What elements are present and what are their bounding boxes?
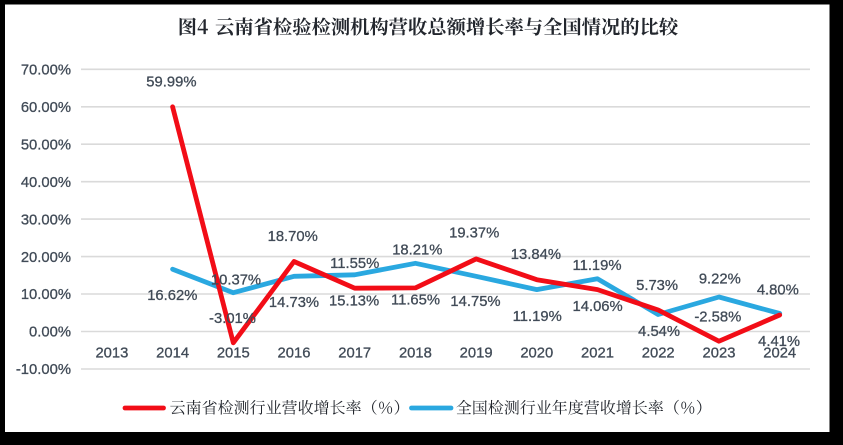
svg-text:10.00%: 10.00% <box>21 287 71 303</box>
svg-text:-3.01%: -3.01% <box>209 311 256 327</box>
svg-text:11.19%: 11.19% <box>572 258 621 274</box>
svg-text:5.73%: 5.73% <box>636 278 678 294</box>
svg-text:18.21%: 18.21% <box>392 243 442 259</box>
svg-text:2021: 2021 <box>581 345 614 361</box>
svg-text:2022: 2022 <box>642 345 675 361</box>
svg-text:14.73%: 14.73% <box>269 295 319 311</box>
svg-text:50.00%: 50.00% <box>21 137 71 153</box>
svg-text:2016: 2016 <box>278 345 311 361</box>
svg-text:2015: 2015 <box>217 345 250 361</box>
svg-text:2020: 2020 <box>520 345 553 361</box>
svg-text:-10.00%: -10.00% <box>16 362 71 378</box>
svg-text:13.84%: 13.84% <box>511 247 561 263</box>
svg-text:30.00%: 30.00% <box>21 212 71 228</box>
svg-text:2014: 2014 <box>156 345 189 361</box>
svg-text:0.00%: 0.00% <box>29 325 71 341</box>
svg-text:11.55%: 11.55% <box>330 256 379 272</box>
svg-text:15.13%: 15.13% <box>329 294 379 310</box>
svg-text:2018: 2018 <box>399 345 432 361</box>
svg-text:-2.58%: -2.58% <box>694 309 741 325</box>
svg-text:2017: 2017 <box>338 345 371 361</box>
svg-text:70.00%: 70.00% <box>21 63 71 79</box>
svg-text:2024: 2024 <box>763 345 796 361</box>
svg-text:14.06%: 14.06% <box>573 299 623 315</box>
svg-text:2019: 2019 <box>460 345 493 361</box>
svg-text:2013: 2013 <box>95 345 128 361</box>
svg-text:2023: 2023 <box>703 345 736 361</box>
svg-text:40.00%: 40.00% <box>21 175 71 191</box>
svg-text:19.37%: 19.37% <box>449 226 499 242</box>
svg-text:4.80%: 4.80% <box>757 282 799 298</box>
svg-text:11.65%: 11.65% <box>391 292 440 308</box>
svg-text:60.00%: 60.00% <box>21 100 71 116</box>
svg-text:11.19%: 11.19% <box>513 309 562 325</box>
svg-text:9.22%: 9.22% <box>699 272 741 288</box>
svg-text:10.37%: 10.37% <box>211 272 261 288</box>
svg-text:20.00%: 20.00% <box>21 250 71 266</box>
svg-text:4.41%: 4.41% <box>758 334 800 350</box>
svg-text:4.54%: 4.54% <box>638 324 680 340</box>
svg-text:59.99%: 59.99% <box>146 75 196 91</box>
svg-text:14.75%: 14.75% <box>450 294 500 310</box>
svg-text:16.62%: 16.62% <box>147 288 197 304</box>
svg-text:18.70%: 18.70% <box>268 229 318 245</box>
